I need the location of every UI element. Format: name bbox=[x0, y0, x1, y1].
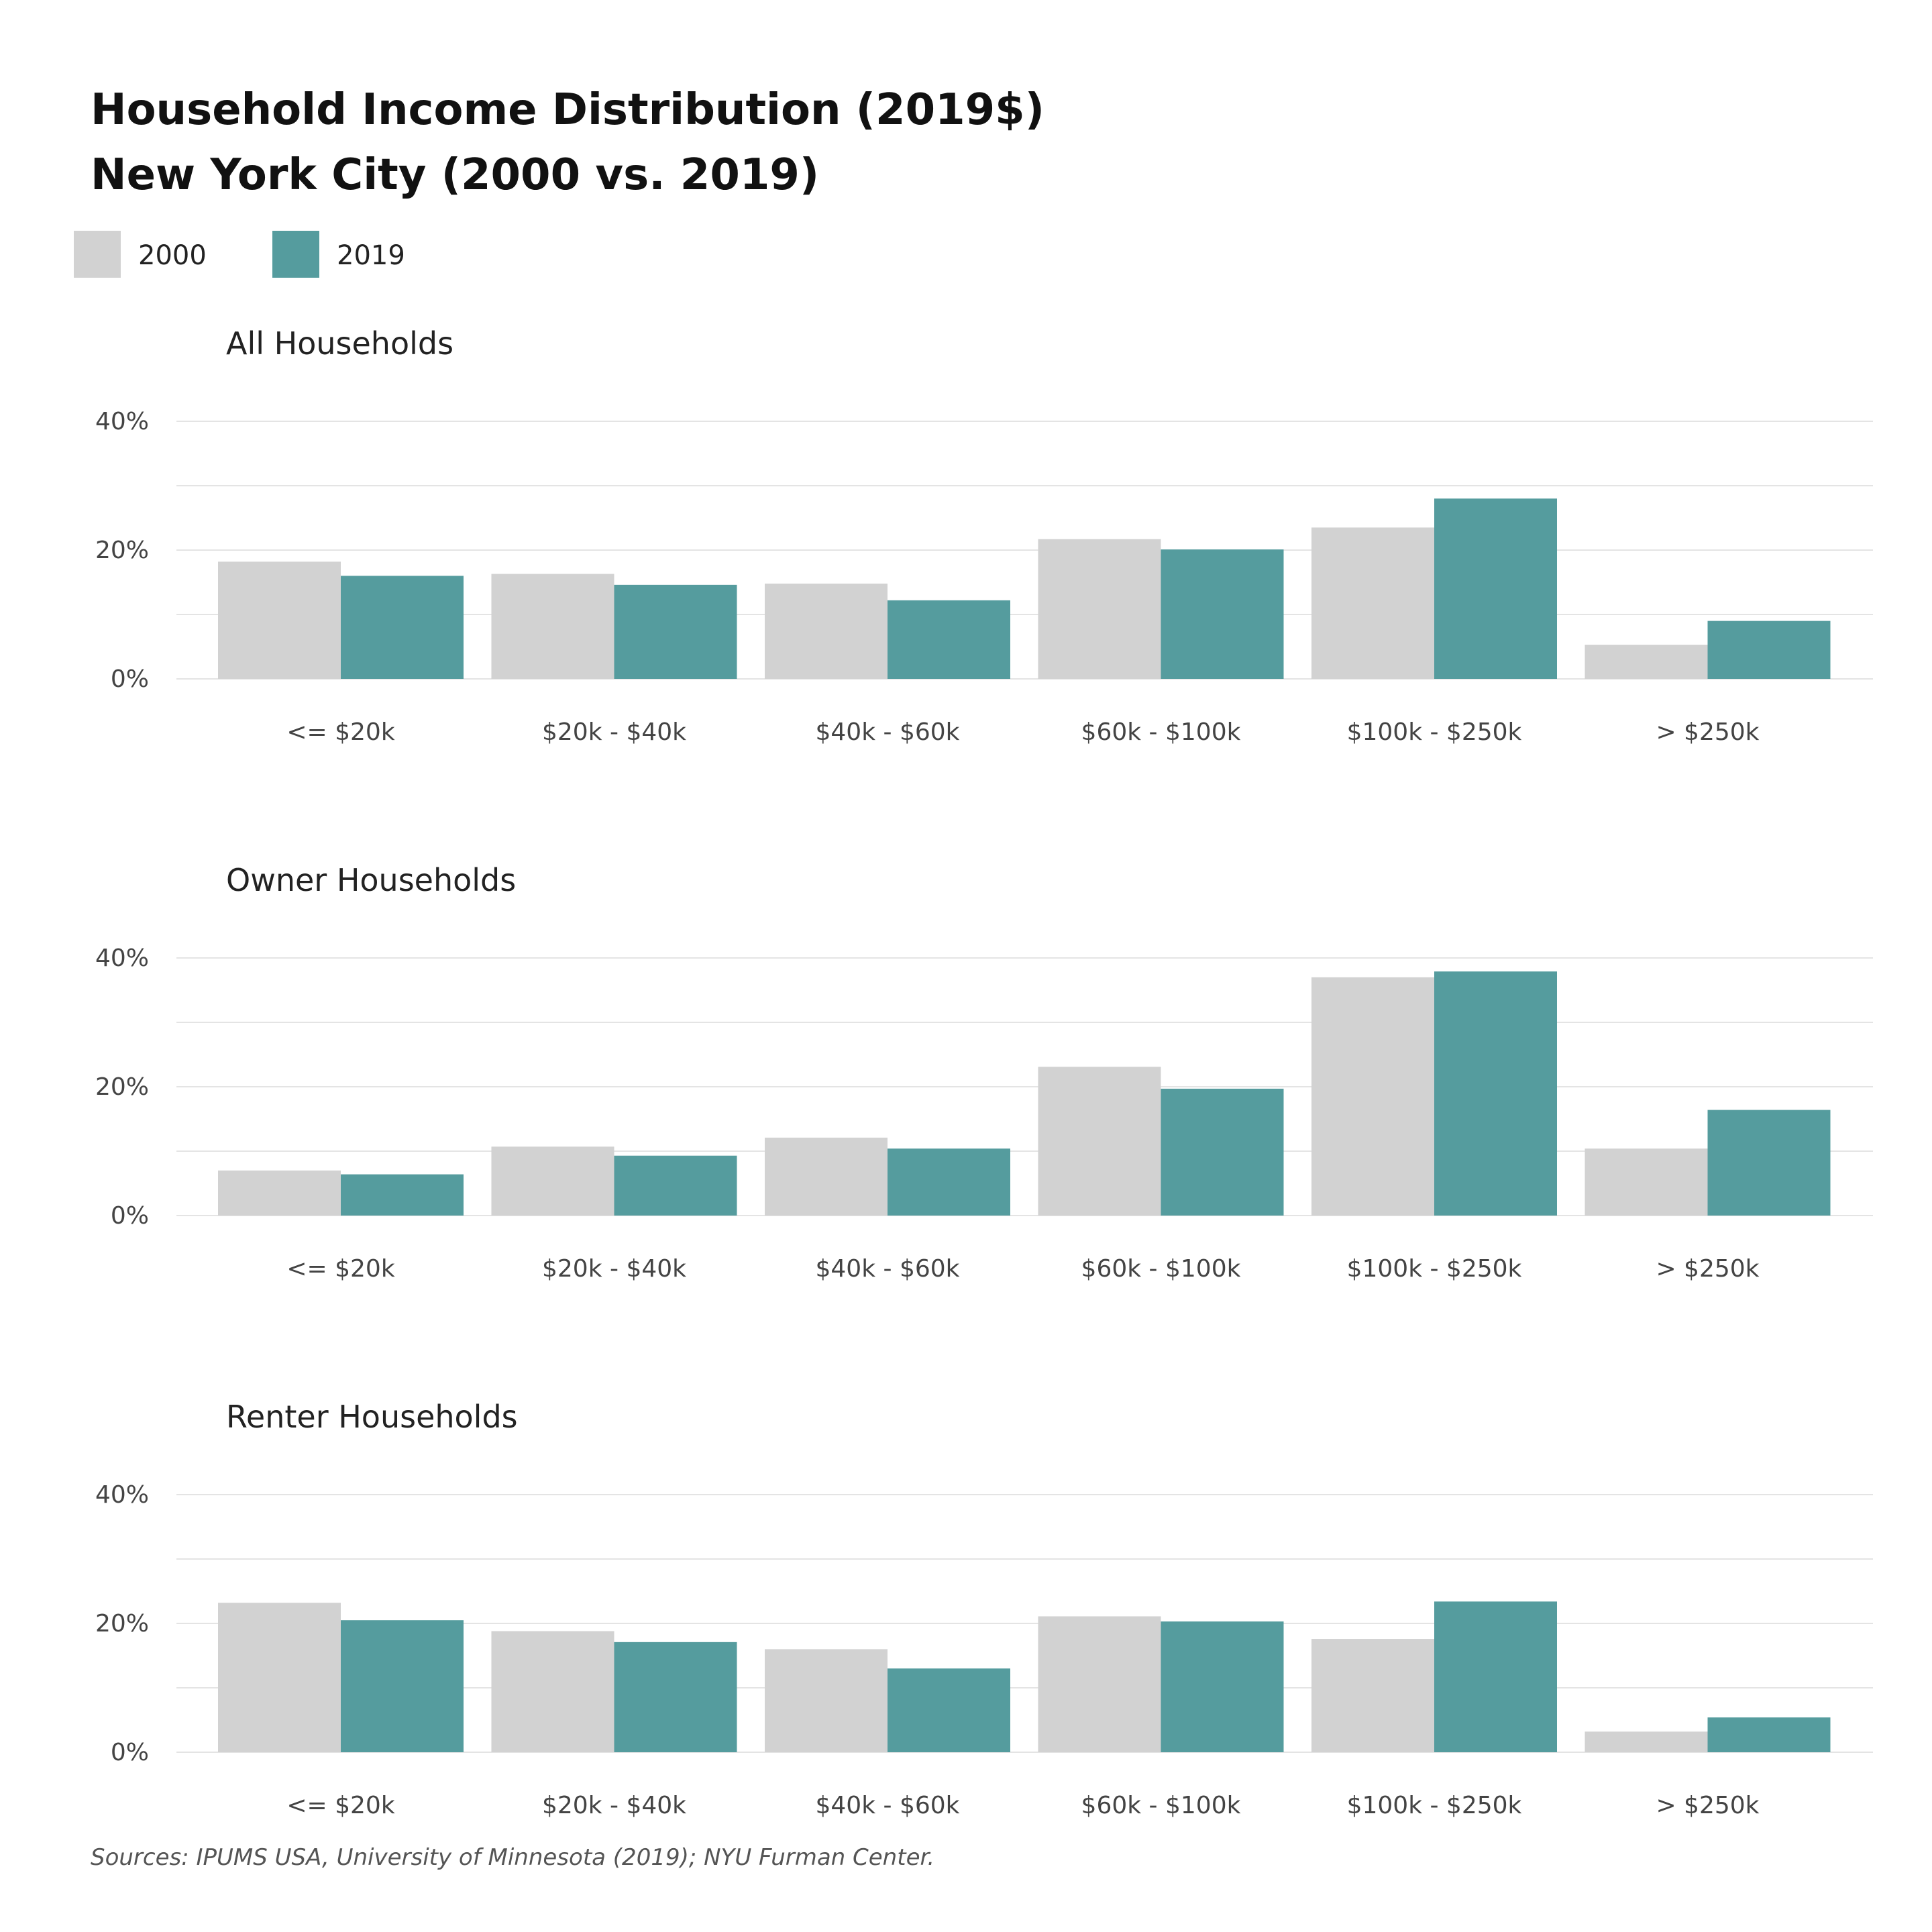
bar-2019-2 bbox=[888, 1668, 1010, 1752]
y-tick-label: 40% bbox=[95, 945, 149, 972]
bar-2000-3 bbox=[1038, 1067, 1161, 1216]
x-tick-label: $100k - $250k bbox=[1347, 718, 1522, 746]
panel-1: Owner Households 0% 20% 40% <= $20k $20k - $4… bbox=[95, 862, 1873, 1283]
bar-2000-0 bbox=[218, 561, 341, 679]
bar-2019-0 bbox=[341, 576, 464, 679]
chart-title-line1: Household Income Distribution (2019$) bbox=[91, 85, 1044, 135]
legend-swatch-2000 bbox=[74, 231, 121, 278]
bar-2019-1 bbox=[614, 1642, 737, 1752]
y-tick-label: 0% bbox=[111, 1202, 149, 1230]
panel-title: All Households bbox=[226, 325, 453, 362]
x-tick-label: $60k - $100k bbox=[1081, 1792, 1241, 1819]
x-tick-label: $20k - $40k bbox=[542, 718, 686, 746]
bar-2000-1 bbox=[491, 574, 614, 679]
bar-2000-4 bbox=[1311, 527, 1434, 679]
bar-2019-2 bbox=[888, 600, 1010, 679]
x-tick-label: <= $20k bbox=[286, 718, 394, 746]
x-tick-label: $100k - $250k bbox=[1347, 1792, 1522, 1819]
bar-2000-4 bbox=[1311, 1639, 1434, 1752]
panel-2: Renter Households 0% 20% 40% <= $20k $20k - $… bbox=[95, 1399, 1873, 1819]
bar-2000-3 bbox=[1038, 539, 1161, 679]
bar-2000-0 bbox=[218, 1170, 341, 1216]
y-tick-label: 20% bbox=[95, 537, 149, 564]
bar-2019-0 bbox=[341, 1620, 464, 1752]
x-tick-label: $100k - $250k bbox=[1347, 1255, 1522, 1283]
y-tick-label: 20% bbox=[95, 1610, 149, 1638]
y-tick-label: 40% bbox=[95, 408, 149, 435]
panel-0: All Households 0% 20% 40% <= $20k $20k - $40k… bbox=[95, 325, 1873, 746]
legend-swatch-2019 bbox=[272, 231, 319, 278]
chart-panels: All Households 0% 20% 40% <= $20k $20k - $40k… bbox=[95, 325, 1873, 1819]
bar-2000-5 bbox=[1585, 1148, 1708, 1216]
y-tick-label: 0% bbox=[111, 665, 149, 693]
x-tick-label: $20k - $40k bbox=[542, 1255, 686, 1283]
x-tick-label: $40k - $60k bbox=[816, 1255, 960, 1283]
bar-2019-1 bbox=[614, 584, 737, 679]
bar-2000-3 bbox=[1038, 1616, 1161, 1752]
legend-label-2000: 2000 bbox=[138, 240, 207, 271]
bar-2000-2 bbox=[765, 583, 888, 679]
y-tick-label: 20% bbox=[95, 1073, 149, 1101]
x-tick-label: <= $20k bbox=[286, 1792, 394, 1819]
bar-2019-4 bbox=[1434, 1601, 1557, 1752]
bar-2000-2 bbox=[765, 1137, 888, 1216]
legend-label-2019: 2019 bbox=[337, 240, 405, 271]
bar-2000-5 bbox=[1585, 645, 1708, 679]
bar-2019-4 bbox=[1434, 971, 1557, 1216]
bar-2019-0 bbox=[341, 1174, 464, 1216]
bar-2000-0 bbox=[218, 1603, 341, 1752]
bar-2019-5 bbox=[1707, 1717, 1831, 1752]
panel-title: Owner Households bbox=[226, 862, 516, 898]
bar-2019-5 bbox=[1707, 621, 1831, 679]
chart-title-line2: New York City (2000 vs. 2019) bbox=[91, 150, 819, 200]
y-tick-label: 0% bbox=[111, 1739, 149, 1766]
x-tick-label: $60k - $100k bbox=[1081, 718, 1241, 746]
panel-title: Renter Households bbox=[226, 1399, 518, 1435]
legend: 2000 2019 bbox=[74, 231, 405, 278]
bar-2000-1 bbox=[491, 1631, 614, 1752]
x-tick-label: $40k - $60k bbox=[816, 1792, 960, 1819]
bar-2019-5 bbox=[1707, 1110, 1831, 1216]
bar-2019-2 bbox=[888, 1148, 1010, 1216]
bar-2019-3 bbox=[1161, 1621, 1284, 1752]
y-tick-label: 40% bbox=[95, 1481, 149, 1509]
x-tick-label: $20k - $40k bbox=[542, 1792, 686, 1819]
x-tick-label: > $250k bbox=[1656, 1255, 1759, 1283]
x-tick-label: > $250k bbox=[1656, 1792, 1759, 1819]
x-tick-label: > $250k bbox=[1656, 718, 1759, 746]
x-tick-label: <= $20k bbox=[286, 1255, 394, 1283]
bar-2000-1 bbox=[491, 1146, 614, 1216]
bar-2019-3 bbox=[1161, 1088, 1284, 1216]
bar-2000-5 bbox=[1585, 1731, 1708, 1752]
bar-2000-4 bbox=[1311, 977, 1434, 1216]
source-note: Sources: IPUMS USA, University of Minnes… bbox=[91, 1844, 934, 1871]
x-tick-label: $60k - $100k bbox=[1081, 1255, 1241, 1283]
legend-item-2000: 2000 bbox=[74, 231, 207, 278]
bar-2019-4 bbox=[1434, 498, 1557, 679]
bar-2019-3 bbox=[1161, 549, 1284, 679]
legend-item-2019: 2019 bbox=[272, 231, 405, 278]
x-tick-label: $40k - $60k bbox=[816, 718, 960, 746]
bar-2019-1 bbox=[614, 1155, 737, 1216]
bar-2000-2 bbox=[765, 1649, 888, 1752]
